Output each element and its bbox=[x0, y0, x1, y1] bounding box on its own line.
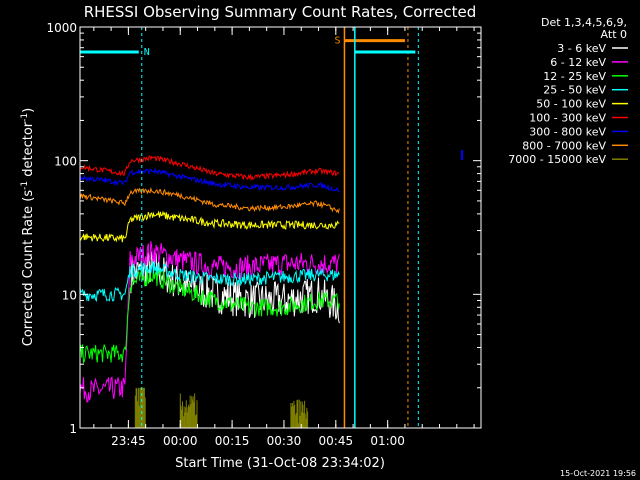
series-3-6-kev-legend-label: 3 - 6 keV bbox=[557, 42, 606, 55]
x-tick-label: 00:00 bbox=[163, 434, 198, 448]
series-100-300-kev-line bbox=[79, 155, 340, 182]
series-50-100-kev-line bbox=[79, 210, 340, 243]
plot-frame bbox=[79, 26, 482, 429]
x-tick-label: 00:30 bbox=[267, 434, 302, 448]
x-axis-label: Start Time (31-Oct-08 23:34:02) bbox=[175, 456, 385, 471]
series-100-300-kev-legend-label: 100 - 300 keV bbox=[529, 112, 606, 125]
y-tick-label: 1000 bbox=[46, 21, 77, 35]
chart-title: RHESSI Observing Summary Count Rates, Co… bbox=[84, 3, 477, 21]
series-12-25-kev-legend-label: 12 - 25 keV bbox=[543, 70, 606, 83]
series-25-50-kev-legend-label: 25 - 50 keV bbox=[543, 84, 606, 97]
series-6-12-kev-line bbox=[79, 241, 340, 403]
series-6-12-kev-legend-label: 6 - 12 keV bbox=[550, 56, 606, 69]
x-tick-label: 23:45 bbox=[111, 434, 146, 448]
legend-header-line1: Det 1,3,4,5,6,9, bbox=[541, 16, 627, 29]
flag-n-label: N bbox=[144, 47, 150, 58]
series-7000-15000-kev-legend-label: 7000 - 15000 keV bbox=[508, 153, 606, 166]
series-50-100-kev-legend-label: 50 - 100 keV bbox=[536, 98, 606, 111]
x-tick-label: 00:45 bbox=[319, 434, 354, 448]
axes: 1 10 100 1000 23:45 00:00 00:15 00:30 00:45 01:00 bbox=[46, 21, 481, 448]
y-tick-label: 10 bbox=[62, 288, 77, 302]
x-tick-label: 01:00 bbox=[370, 434, 405, 448]
y-axis-label: Corrected Count Rate (s-1 detector-1) bbox=[20, 108, 36, 346]
plot-area: NS bbox=[79, 27, 463, 428]
series-300-800-kev-legend-label: 300 - 800 keV bbox=[529, 125, 606, 138]
series-25-50-kev-line bbox=[79, 261, 340, 302]
series-12-25-kev-line bbox=[79, 269, 340, 364]
series-300-800-kev-line bbox=[79, 167, 340, 193]
y-tick-label: 100 bbox=[54, 155, 77, 169]
series-7000-15000-kev-bars bbox=[134, 387, 309, 428]
legend-header-line2: Att 0 bbox=[601, 28, 627, 41]
flag-s-label: S bbox=[334, 36, 340, 47]
x-tick-label: 00:15 bbox=[215, 434, 250, 448]
y-tick-label: 1 bbox=[69, 422, 77, 436]
series-800-7000-kev-line bbox=[79, 186, 340, 214]
series-800-7000-kev-legend-label: 800 - 7000 keV bbox=[522, 139, 606, 152]
timestamp: 15-Oct-2021 19:56 bbox=[560, 469, 636, 478]
